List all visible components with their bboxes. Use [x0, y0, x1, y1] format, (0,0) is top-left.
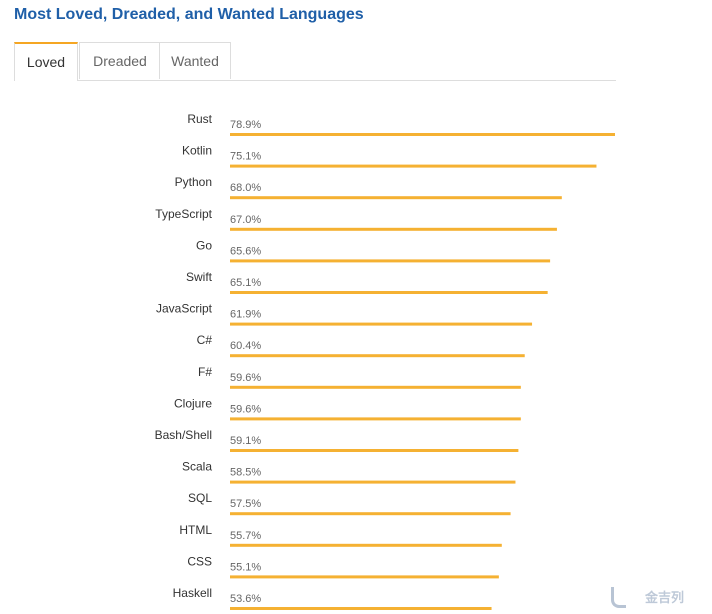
bar[interactable] — [230, 133, 615, 136]
bar[interactable] — [230, 607, 492, 610]
value-label: 59.1% — [230, 435, 261, 447]
category-label: TypeScript — [155, 207, 212, 221]
value-label: 68.0% — [230, 182, 261, 194]
bar[interactable] — [230, 227, 557, 231]
tab-bar: Loved Dreaded Wanted — [14, 42, 616, 81]
value-label: 67.0% — [230, 214, 261, 226]
category-label: Rust — [187, 112, 212, 126]
value-label: 58.5% — [230, 467, 261, 479]
category-label: Swift — [186, 270, 213, 284]
category-label: C# — [197, 333, 213, 347]
value-label: 59.6% — [230, 372, 261, 384]
bar[interactable] — [230, 322, 533, 326]
value-label: 53.6% — [230, 593, 261, 605]
chart-title: Most Loved, Dreaded, and Wanted Language… — [14, 6, 364, 23]
bar[interactable] — [230, 354, 525, 358]
bar[interactable] — [230, 196, 562, 200]
watermark-logo-icon — [611, 587, 626, 608]
bar[interactable] — [230, 543, 502, 547]
bar[interactable] — [230, 259, 551, 263]
value-label: 57.5% — [230, 498, 261, 510]
value-label: 65.1% — [230, 277, 261, 289]
value-label: 65.6% — [230, 245, 261, 257]
tab-wanted[interactable]: Wanted — [159, 42, 231, 79]
watermark: 金吉列 — [644, 591, 684, 606]
value-label: 59.6% — [230, 403, 261, 415]
category-label: F# — [198, 365, 212, 379]
bar[interactable] — [230, 449, 519, 452]
bar[interactable] — [230, 164, 597, 168]
value-label: 75.1% — [230, 151, 261, 163]
value-label: 61.9% — [230, 309, 261, 321]
category-label: Clojure — [174, 396, 212, 410]
category-label: HTML — [179, 523, 212, 537]
tab-dreaded[interactable]: Dreaded — [79, 42, 161, 79]
bar[interactable] — [230, 385, 521, 389]
value-label: 55.7% — [230, 530, 261, 542]
category-label: CSS — [187, 554, 212, 568]
category-label: Go — [196, 238, 212, 252]
value-label: 55.1% — [230, 561, 261, 573]
bar[interactable] — [230, 417, 521, 421]
bar[interactable] — [230, 575, 499, 579]
value-label: 78.9% — [230, 119, 261, 131]
category-label: JavaScript — [156, 302, 213, 316]
category-label: Python — [175, 175, 212, 189]
bar[interactable] — [230, 291, 548, 294]
bar-chart: Rust 78.9% Kotlin 75.1% Python 68.0% TypeScrip… — [155, 112, 615, 610]
value-label: 60.4% — [230, 340, 261, 352]
category-label: Kotlin — [182, 144, 212, 158]
bar[interactable] — [230, 480, 516, 484]
category-label: Haskell — [173, 586, 212, 600]
bar[interactable] — [230, 512, 511, 516]
category-label: Scala — [182, 460, 212, 474]
tab-loved[interactable]: Loved — [14, 42, 78, 81]
category-label: SQL — [188, 491, 212, 505]
category-label: Bash/Shell — [155, 428, 212, 442]
